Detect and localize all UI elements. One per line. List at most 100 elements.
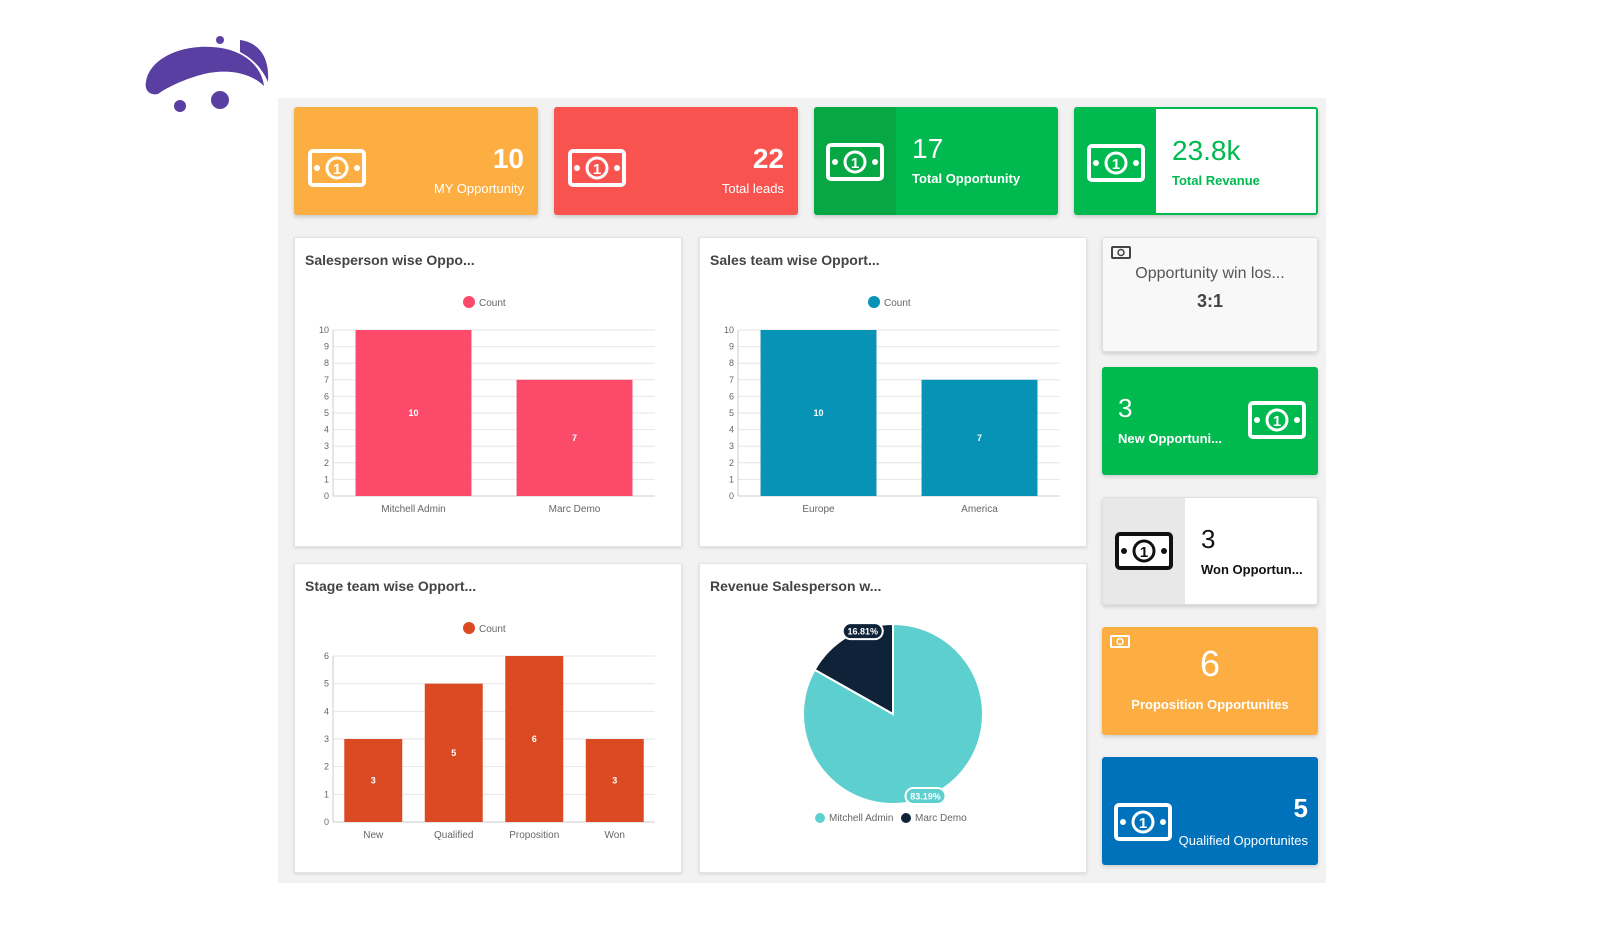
y-tick-label: 9	[324, 342, 329, 352]
kpi-total-leads[interactable]: 1 22 Total leads	[554, 107, 798, 215]
card-value: 3:1	[1196, 291, 1223, 311]
y-tick-label: 6	[324, 651, 329, 661]
svg-text:1: 1	[1273, 413, 1281, 430]
y-tick-label: 0	[324, 491, 329, 501]
y-tick-label: 6	[729, 391, 734, 401]
legend-label: Mitchell Admin	[829, 813, 893, 824]
x-tick-label: Marc Demo	[549, 504, 601, 515]
bar	[505, 656, 564, 822]
y-tick-label: 10	[319, 325, 329, 335]
y-tick-label: 8	[729, 358, 734, 368]
kpi-value: 10	[492, 143, 524, 174]
chart-revenue-pie: 83.19% 16.81% Mitchell Admin Marc Demo	[802, 622, 984, 824]
pie-data-label: 83.19%	[904, 787, 947, 806]
legend-label: Marc Demo	[915, 813, 967, 824]
bar-data-label: 10	[408, 408, 418, 418]
money-icon: 1	[1115, 532, 1173, 570]
y-tick-label: 3	[324, 441, 329, 451]
card-label: Won Opportun...	[1201, 562, 1303, 577]
y-tick-label: 6	[324, 391, 329, 401]
bar-data-label: 7	[572, 433, 577, 443]
chart-title: Sales team wise Opport...	[710, 252, 880, 268]
legend-swatch	[815, 813, 825, 823]
card-qualified-opportunities[interactable]: 1 5 Qualified Opportunites	[1102, 757, 1318, 865]
money-icon: 1	[1087, 144, 1145, 182]
card-new-opportunities[interactable]: 3 New Opportuni... 1	[1102, 367, 1318, 475]
y-tick-label: 8	[324, 358, 329, 368]
legend-swatch	[463, 296, 475, 308]
pie-data-label: 16.81%	[841, 622, 884, 641]
legend-label: Count	[479, 298, 506, 309]
y-tick-label: 0	[324, 817, 329, 827]
legend-swatch	[901, 813, 911, 823]
chart-panel-stage-team: Stage team wise Opport... Count 0 1 2 3 4 5 6 3 N…	[294, 563, 682, 873]
small-money-icon	[1110, 635, 1130, 648]
svg-text:1: 1	[333, 161, 341, 178]
y-tick-label: 1	[324, 789, 329, 799]
y-tick-label: 7	[729, 375, 734, 385]
kpi-my-opportunity[interactable]: 1 10 MY Opportunity	[294, 107, 538, 215]
legend-swatch	[868, 296, 880, 308]
x-tick-label: Qualified	[434, 830, 473, 841]
y-tick-label: 4	[324, 425, 329, 435]
y-tick-label: 5	[324, 408, 329, 418]
x-tick-label: America	[961, 504, 998, 515]
chart-panel-revenue-salesperson: Revenue Salesperson w... 83.19% 16.81% Mit…	[699, 563, 1087, 873]
kpi-value: 23.8k	[1172, 135, 1241, 166]
bar	[921, 379, 1038, 496]
x-tick-label: Won	[605, 830, 625, 841]
kpi-total-revenue[interactable]: 1 23.8k Total Revanue	[1074, 107, 1318, 215]
bar-data-label: 3	[612, 776, 617, 786]
x-tick-label: Europe	[802, 504, 835, 515]
bar-data-label: 3	[371, 776, 376, 786]
card-title: Opportunity win los...	[1135, 265, 1285, 282]
card-label: New Opportuni...	[1118, 431, 1222, 446]
svg-text:1: 1	[851, 155, 859, 172]
y-tick-label: 3	[324, 734, 329, 744]
kpi-total-opportunity[interactable]: 1 17 Total Opportunity	[814, 107, 1058, 215]
y-tick-label: 2	[729, 458, 734, 468]
bar-data-label: 5	[451, 748, 456, 758]
x-tick-label: Mitchell Admin	[381, 504, 445, 515]
bar	[355, 330, 472, 496]
small-money-icon	[1111, 246, 1131, 259]
card-proposition-opportunities[interactable]: 6 Proposition Opportunites	[1102, 627, 1318, 735]
kpi-label: Total leads	[721, 181, 784, 196]
pie-label-text: 16.81%	[847, 627, 878, 637]
legend-label: Count	[479, 624, 506, 635]
chart-panel-salesperson: Salesperson wise Oppo... Count 0 1 2 3 4 5 6 7 8 9…	[294, 237, 682, 547]
y-tick-label: 1	[324, 474, 329, 484]
legend-swatch	[463, 622, 475, 634]
card-value: 3	[1201, 524, 1216, 554]
card-win-loss-ratio[interactable]: Opportunity win los... 3:1	[1102, 237, 1318, 352]
pie-label-bubble	[904, 787, 947, 806]
y-tick-label: 7	[324, 375, 329, 385]
money-icon: 1	[1248, 401, 1306, 439]
bar	[585, 739, 644, 822]
card-won-opportunities[interactable]: 1 3 Won Opportun...	[1102, 497, 1318, 605]
legend-label: Count	[884, 298, 911, 309]
kpi-label: Total Revanue	[1172, 173, 1260, 188]
money-icon: 1	[308, 149, 366, 187]
kpi-label: Total Opportunity	[912, 171, 1021, 186]
y-tick-label: 1	[729, 474, 734, 484]
bar	[516, 379, 633, 496]
svg-text:1: 1	[593, 161, 601, 178]
y-tick-label: 10	[724, 325, 734, 335]
y-tick-label: 2	[324, 458, 329, 468]
bar	[760, 330, 877, 496]
chart-sales-team-bar: Count 0 1 2 3 4 5 6 7 8 9 10 10 Europe 7 America	[724, 296, 1060, 515]
bar-data-label: 10	[813, 408, 823, 418]
svg-text:1: 1	[1140, 544, 1148, 561]
card-value: 5	[1293, 793, 1308, 823]
card-value: 3	[1118, 393, 1133, 423]
kpi-label: MY Opportunity	[433, 181, 524, 196]
chart-title: Stage team wise Opport...	[305, 578, 477, 594]
svg-text:1: 1	[1139, 815, 1147, 832]
money-icon: 1	[826, 143, 884, 181]
pie-label-text: 83.19%	[910, 792, 941, 802]
chart-stage-team-bar: Count 0 1 2 3 4 5 6 3 New 5 Qualified 6 Proposition 3 W…	[324, 622, 655, 841]
x-tick-label: New	[363, 830, 384, 841]
y-tick-label: 2	[324, 762, 329, 772]
